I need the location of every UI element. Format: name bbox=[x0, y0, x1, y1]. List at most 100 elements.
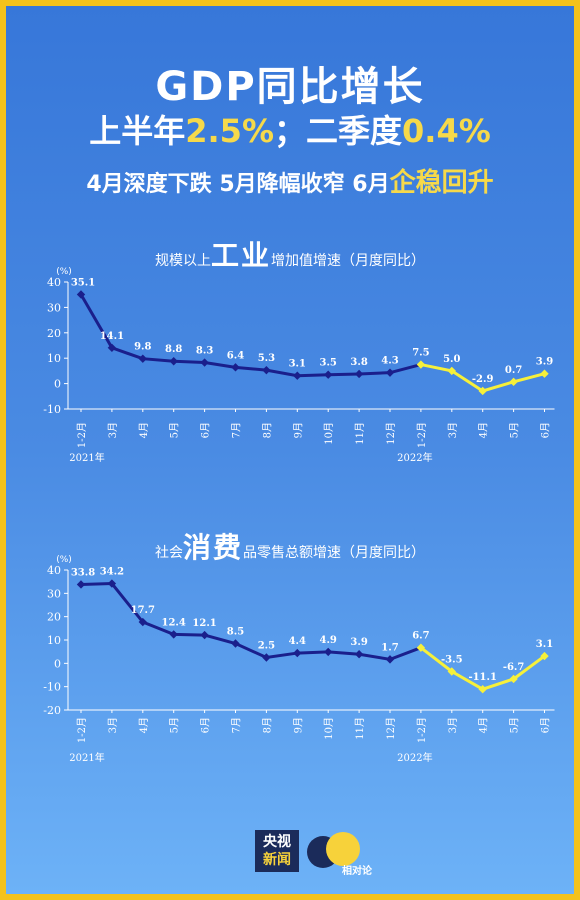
cctv-logo-bottom: 新闻 bbox=[263, 852, 291, 868]
tagline-part-a: 4月深度下跌 5月降幅收窄 6月 bbox=[86, 172, 390, 197]
data-label: 17.7 bbox=[131, 605, 155, 616]
x-tick-label: 6月 bbox=[540, 717, 552, 733]
x-tick-label: 1-2月 bbox=[76, 422, 88, 448]
x-tick-label: 12月 bbox=[385, 422, 397, 445]
x-tick-label: 7月 bbox=[231, 422, 243, 438]
data-point bbox=[200, 358, 209, 367]
x-tick-label: 11月 bbox=[354, 717, 366, 740]
data-point bbox=[262, 365, 271, 375]
y-tick-label: 20 bbox=[47, 611, 61, 624]
data-label: -3.5 bbox=[441, 655, 463, 666]
subtitle-value-d: 0.4% bbox=[402, 112, 491, 150]
y-tick-label: -10 bbox=[43, 681, 61, 694]
data-label: 4.4 bbox=[289, 636, 306, 647]
cctv-logo-top: 央视 bbox=[263, 834, 291, 850]
data-point bbox=[540, 651, 549, 661]
data-point bbox=[76, 290, 86, 299]
data-label: 3.1 bbox=[289, 359, 306, 370]
data-label: 8.5 bbox=[227, 627, 244, 638]
data-point bbox=[354, 369, 364, 379]
x-tick-label: 3月 bbox=[107, 717, 119, 733]
data-point bbox=[293, 371, 302, 380]
x-tick-label: 9月 bbox=[292, 717, 304, 733]
data-label: 5.3 bbox=[258, 353, 275, 364]
x-tick-label: 6月 bbox=[200, 422, 212, 438]
x-tick-label: 3月 bbox=[447, 717, 459, 733]
x-tick-label: 4月 bbox=[478, 422, 490, 438]
data-label: 33.8 bbox=[71, 567, 95, 578]
data-label: 12.4 bbox=[162, 617, 186, 628]
data-label: 5.0 bbox=[443, 354, 460, 365]
data-label: 34.2 bbox=[100, 567, 124, 578]
x-tick-label: 6月 bbox=[200, 717, 212, 733]
x-tick-label: 4月 bbox=[138, 717, 150, 733]
data-point bbox=[385, 655, 395, 664]
y-unit-label: (%) bbox=[56, 555, 72, 565]
data-label: 35.1 bbox=[71, 277, 95, 288]
data-label: 3.5 bbox=[319, 358, 336, 369]
year-label-2021: 2021年 bbox=[69, 451, 104, 464]
series-line-2021 bbox=[80, 582, 422, 661]
data-label: 3.9 bbox=[536, 357, 553, 368]
chart2-title-post: 品零售总额增速（月度同比） bbox=[243, 545, 425, 561]
x-tick-label: 11月 bbox=[354, 422, 366, 445]
year-label-2022: 2022年 bbox=[397, 451, 432, 464]
data-label: 9.8 bbox=[134, 342, 151, 353]
x-tick-label: 12月 bbox=[385, 717, 397, 740]
data-label: 0.7 bbox=[505, 365, 522, 376]
data-point bbox=[354, 650, 364, 659]
data-label: 4.3 bbox=[381, 356, 398, 367]
chart1-title-big: 工业 bbox=[210, 239, 271, 272]
data-point bbox=[447, 366, 456, 376]
x-tick-label: 5月 bbox=[169, 717, 181, 733]
page-title: GDP同比增长 bbox=[155, 64, 425, 110]
data-label: 8.8 bbox=[165, 344, 182, 355]
data-label: 6.7 bbox=[412, 631, 429, 642]
page-subtitle: 上半年2.5%；二季度0.4% bbox=[6, 106, 574, 152]
x-tick-label: 1-2月 bbox=[416, 422, 428, 448]
cctv-logo: 央视 新闻 bbox=[255, 830, 299, 872]
y-unit-label: (%) bbox=[56, 267, 72, 277]
x-tick-label: 7月 bbox=[231, 717, 243, 733]
data-label: 3.8 bbox=[350, 357, 367, 368]
data-point bbox=[416, 360, 426, 369]
x-tick-label: 4月 bbox=[478, 717, 490, 733]
x-tick-label: 5月 bbox=[509, 717, 521, 733]
y-tick-label: 0 bbox=[54, 657, 61, 670]
data-label: 14.1 bbox=[100, 331, 124, 342]
data-point bbox=[169, 630, 178, 639]
data-point bbox=[324, 370, 333, 379]
data-point bbox=[509, 674, 518, 684]
data-label: 12.1 bbox=[192, 618, 216, 629]
data-point bbox=[385, 368, 395, 377]
data-point bbox=[169, 357, 178, 366]
subtitle-value-a: 2.5% bbox=[185, 112, 274, 150]
chart1-title: 规模以上工业增加值增速（月度同比） bbox=[6, 234, 574, 274]
industry-chart: (%) -10 0 10 20 30 40 1-2月 3月 4月 5月 6月 7月 8月 9月 10月 11月 1… bbox=[43, 267, 555, 464]
data-point bbox=[231, 363, 240, 372]
y-tick-label: 0 bbox=[54, 378, 61, 391]
y-tick-label: 30 bbox=[47, 301, 61, 314]
data-point bbox=[540, 369, 549, 378]
y-tick-label: 10 bbox=[47, 634, 61, 647]
y-tick-label: 30 bbox=[47, 587, 61, 600]
x-tick-label: 5月 bbox=[169, 422, 181, 438]
x-tick-label: 3月 bbox=[447, 422, 459, 438]
data-point bbox=[509, 377, 518, 387]
data-point bbox=[200, 630, 209, 640]
year-label-2021: 2021年 bbox=[69, 751, 104, 764]
chart2-title-big: 消费 bbox=[182, 531, 243, 564]
x-tick-label: 10月 bbox=[323, 717, 335, 740]
data-label: -2.9 bbox=[472, 374, 494, 385]
brand-logo-circle-yellow bbox=[326, 832, 360, 866]
tagline: 4月深度下跌 5月降幅收窄 6月企稳回升 bbox=[6, 162, 574, 199]
y-tick-label: -20 bbox=[43, 704, 61, 717]
tagline-highlight-c: 回升 bbox=[441, 168, 494, 198]
data-label: 3.1 bbox=[536, 639, 553, 650]
y-tick-label: 40 bbox=[47, 564, 61, 577]
x-tick-label: 3月 bbox=[107, 422, 119, 438]
data-label: 2.5 bbox=[258, 641, 275, 652]
x-tick-label: 6月 bbox=[540, 422, 552, 438]
data-label: 4.9 bbox=[319, 635, 336, 646]
